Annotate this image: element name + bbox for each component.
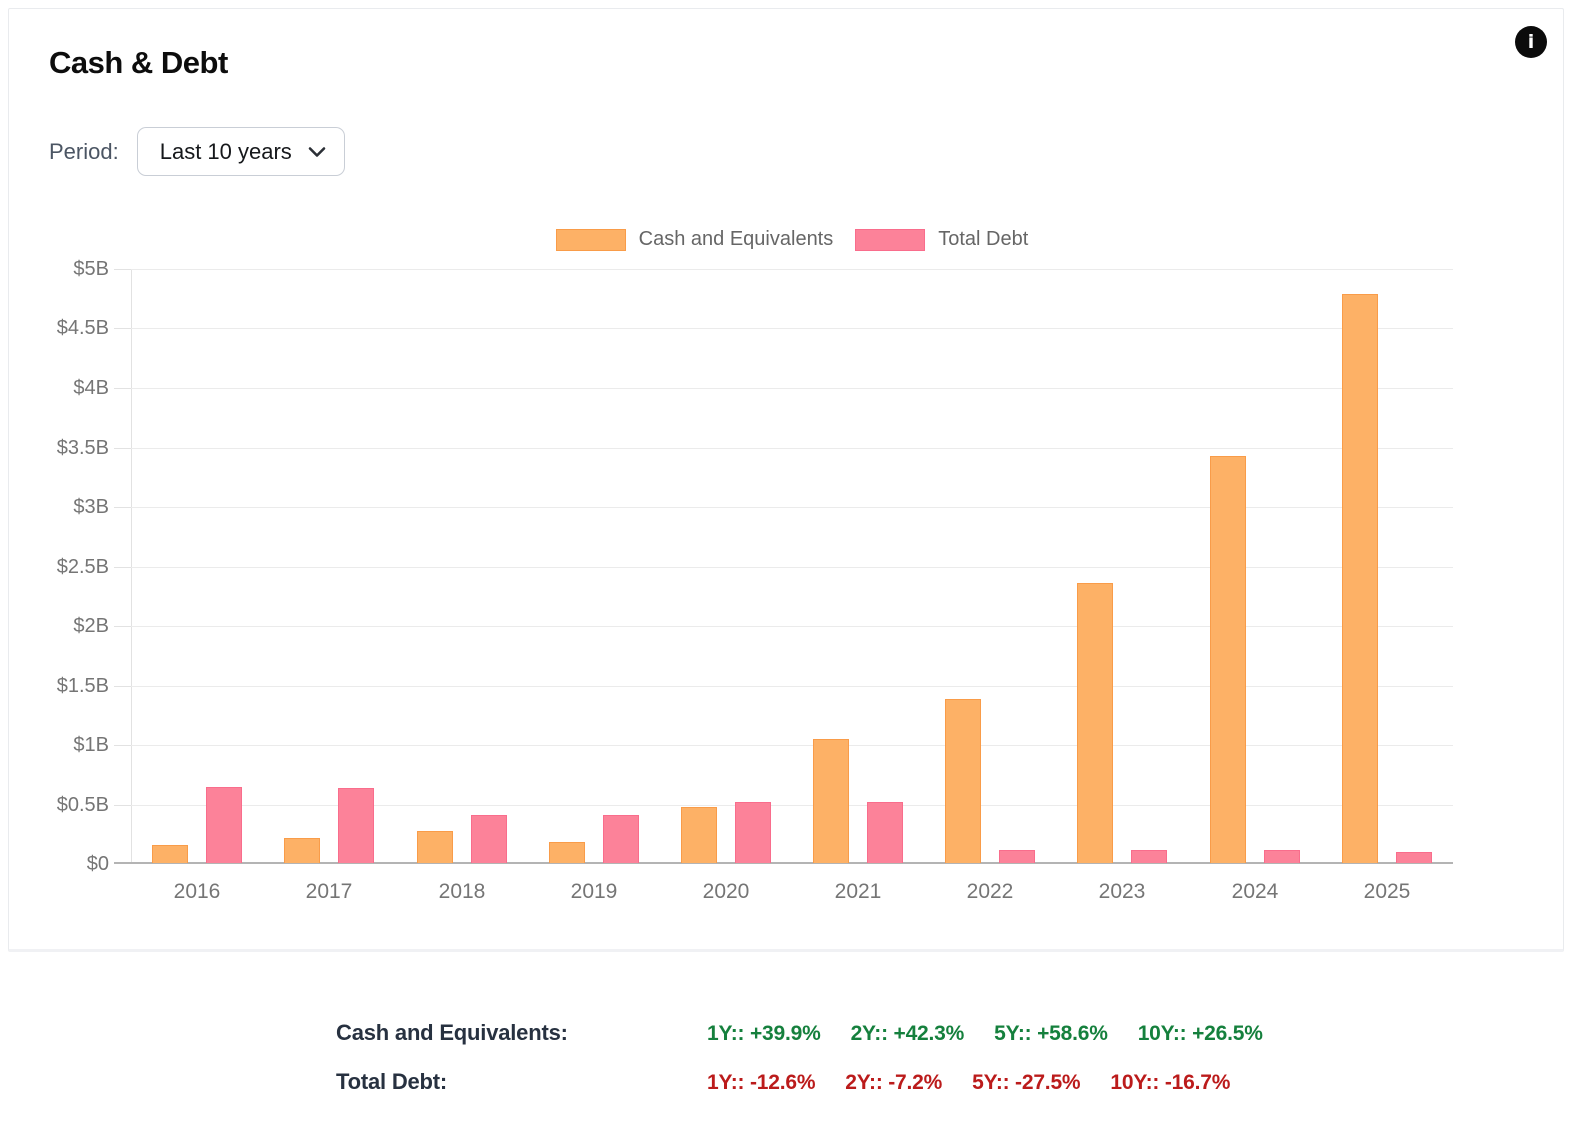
bar-total-debt-2016[interactable] [206, 787, 242, 863]
bar-cash-and-equivalents-2021[interactable] [813, 739, 849, 863]
y-tick-3.5 [114, 448, 131, 449]
y-tick-label: $2.5B [56, 556, 109, 578]
x-tick-label-2019: 2019 [570, 880, 618, 903]
gridline-1.5 [131, 686, 1453, 687]
bar-total-debt-2021[interactable] [867, 802, 903, 863]
stat-item-10y: 10Y:: +26.5% [1137, 1022, 1263, 1045]
bar-cash-and-equivalents-2020[interactable] [681, 807, 717, 863]
plot-area: $5B $4.5B $4B $3.5B $3B $2.5B $2B $1.5B $1B $0.5B… [57, 258, 1453, 903]
stat-row-cash-and-equivalents: Cash and Equivalents: 1Y:: +39.9% 2Y:: +42… [336, 1020, 1263, 1046]
stat-item-5y: 5Y:: -27.5% [972, 1071, 1081, 1094]
gridline-2.5 [131, 567, 1453, 568]
period-label: Period: [49, 138, 119, 164]
bar-total-debt-2019[interactable] [603, 815, 639, 863]
stat-item-1y: 1Y:: -12.6% [707, 1071, 816, 1094]
y-axis-line [131, 269, 132, 864]
y-tick-label: $2B [73, 615, 109, 637]
gridline-5 [131, 269, 1453, 270]
y-tick-1.5 [114, 686, 131, 687]
period-row: Period: Last 10 years [49, 127, 345, 176]
y-tick-3 [114, 507, 131, 508]
chart-legend: Cash and Equivalents Total Debt [131, 228, 1453, 251]
cash-debt-card: Cash & Debt i Period: Last 10 years Cash… [8, 8, 1564, 952]
y-tick-label: $3.5B [56, 437, 109, 459]
legend-swatch-cash-and-equivalents [555, 228, 626, 251]
y-tick-label: $5B [73, 258, 109, 280]
legend-label: Total Debt [938, 228, 1029, 250]
performance-stats: Cash and Equivalents: 1Y:: +39.9% 2Y:: +42… [336, 1020, 1263, 1118]
x-tick-label-2016: 2016 [173, 880, 221, 903]
bar-total-debt-2023[interactable] [1131, 850, 1167, 863]
bar-total-debt-2024[interactable] [1264, 850, 1300, 863]
period-select[interactable]: Last 10 years [136, 127, 345, 176]
bar-cash-and-equivalents-2018[interactable] [417, 831, 453, 863]
y-tick-2.5 [114, 567, 131, 568]
stat-row-label: Total Debt: [336, 1069, 448, 1094]
gridline-3 [131, 507, 1453, 508]
x-tick-label-2020: 2020 [702, 880, 750, 903]
legend-label: Cash and Equivalents [638, 228, 834, 250]
x-axis-line [114, 862, 1453, 864]
y-tick-label: $0 [86, 853, 109, 875]
y-tick-0.5 [114, 805, 131, 806]
y-tick-label: $4.5B [56, 317, 109, 339]
x-tick-label-2021: 2021 [834, 880, 882, 903]
y-tick-label: $1B [73, 734, 109, 756]
bar-cash-and-equivalents-2023[interactable] [1077, 583, 1113, 863]
bar-cash-and-equivalents-2025[interactable] [1342, 294, 1378, 863]
y-tick-5 [114, 269, 131, 270]
gridline-4 [131, 388, 1453, 389]
bar-cash-and-equivalents-2019[interactable] [549, 842, 585, 863]
bar-total-debt-2018[interactable] [471, 815, 507, 863]
y-tick-4.5 [114, 328, 131, 329]
x-tick-label-2025: 2025 [1363, 880, 1411, 903]
y-tick-label: $4B [73, 377, 109, 399]
info-icon[interactable]: i [1515, 26, 1547, 58]
gridline-1 [131, 745, 1453, 746]
period-select-value: Last 10 years [159, 138, 292, 164]
bar-total-debt-2020[interactable] [735, 802, 771, 863]
stat-item-5y: 5Y:: +58.6% [994, 1022, 1108, 1045]
x-tick-label-2018: 2018 [438, 880, 486, 903]
stat-row-label: Cash and Equivalents: [336, 1020, 568, 1045]
y-tick-label: $1.5B [56, 675, 109, 697]
gridline-3.5 [131, 448, 1453, 449]
bar-total-debt-2025[interactable] [1396, 852, 1432, 863]
bar-cash-and-equivalents-2024[interactable] [1210, 456, 1246, 863]
legend-swatch-total-debt [855, 228, 926, 251]
page-title: Cash & Debt [49, 45, 228, 80]
gridline-2 [131, 626, 1453, 627]
stat-item-1y: 1Y:: +39.9% [707, 1022, 821, 1045]
stat-items: 1Y:: +39.9% 2Y:: +42.3% 5Y:: +58.6% 10Y:: +… [707, 1022, 1263, 1046]
y-tick-label: $3B [73, 496, 109, 518]
chevron-down-icon [308, 146, 326, 157]
bar-cash-and-equivalents-2016[interactable] [152, 845, 188, 863]
stat-row-total-debt: Total Debt: 1Y:: -12.6% 2Y:: -7.2% 5Y:: -27… [336, 1069, 1263, 1095]
x-tick-label-2023: 2023 [1098, 880, 1146, 903]
stat-item-2y: 2Y:: -7.2% [845, 1071, 943, 1094]
stat-items: 1Y:: -12.6% 2Y:: -7.2% 5Y:: -27.5% 10Y:: -1… [707, 1071, 1230, 1095]
bar-total-debt-2022[interactable] [999, 850, 1035, 863]
gridline-4.5 [131, 328, 1453, 329]
y-tick-2 [114, 626, 131, 627]
bar-cash-and-equivalents-2022[interactable] [945, 699, 981, 863]
stat-item-2y: 2Y:: +42.3% [850, 1022, 965, 1045]
x-tick-label-2017: 2017 [305, 880, 353, 903]
legend-item-total-debt[interactable]: Total Debt [855, 228, 1028, 251]
y-tick-label: $0.5B [56, 794, 109, 816]
gridline-0.5 [131, 805, 1453, 806]
bar-cash-and-equivalents-2017[interactable] [284, 838, 320, 863]
info-icon-glyph: i [1527, 31, 1535, 53]
bar-total-debt-2017[interactable] [338, 788, 374, 863]
y-tick-1 [114, 745, 131, 746]
x-tick-label-2024: 2024 [1231, 880, 1279, 903]
legend-item-cash-and-equivalents[interactable]: Cash and Equivalents [555, 228, 834, 251]
stat-item-10y: 10Y:: -16.7% [1110, 1071, 1231, 1094]
y-tick-4 [114, 388, 131, 389]
x-tick-label-2022: 2022 [966, 880, 1014, 903]
